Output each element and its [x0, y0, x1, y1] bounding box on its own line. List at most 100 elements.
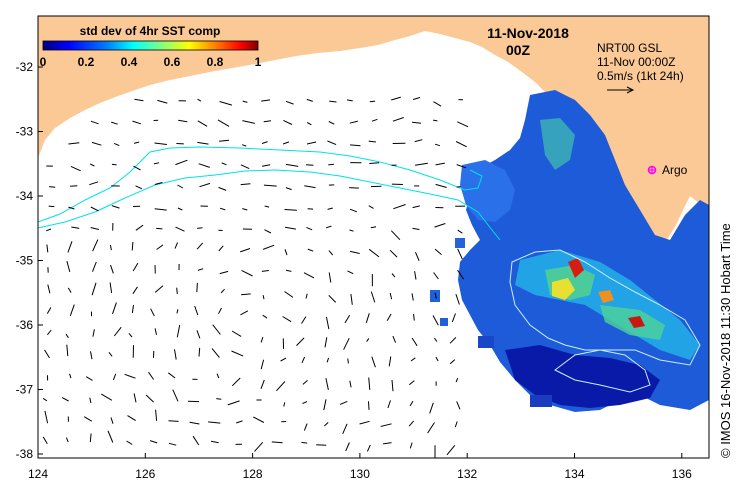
current-vector [219, 139, 230, 142]
current-vector [90, 227, 100, 230]
current-vector [192, 435, 200, 446]
current-vector [263, 120, 272, 123]
current-vector [48, 205, 55, 208]
current-vector [176, 324, 181, 338]
current-vector [218, 186, 227, 191]
current-vector [284, 291, 294, 298]
current-vector [432, 315, 439, 326]
current-vector [301, 441, 308, 444]
y-tick-label: -35 [16, 254, 34, 268]
current-vector [390, 230, 401, 241]
legend-line-2: 11-Nov 00:00Z [597, 55, 676, 69]
current-vector [198, 347, 201, 357]
current-vector [194, 305, 199, 316]
current-vector [368, 248, 380, 258]
current-vector [391, 273, 396, 278]
x-tick-label: 124 [28, 467, 48, 481]
legend-line-3: 0.5m/s (1kt 24h) [597, 69, 684, 83]
current-vector [71, 226, 80, 229]
current-vector [132, 120, 141, 125]
current-vector [296, 337, 305, 346]
current-vector [389, 292, 393, 300]
current-vector [240, 310, 249, 316]
current-vector [368, 205, 374, 209]
current-vector [47, 284, 51, 294]
current-vector [345, 442, 350, 452]
current-vector [349, 380, 352, 388]
current-vector [154, 285, 164, 293]
current-vector [42, 397, 48, 402]
current-vector [368, 401, 370, 410]
current-vector [90, 206, 99, 212]
current-vector [408, 420, 415, 427]
current-vector [359, 420, 370, 425]
current-vector [189, 421, 200, 425]
current-vector [349, 208, 357, 213]
current-vector [218, 245, 224, 252]
current-vector [262, 244, 275, 250]
current-vector [211, 348, 220, 358]
current-vector [434, 292, 437, 299]
current-vector [133, 141, 140, 144]
x-tick-label: 126 [135, 467, 155, 481]
current-vector [349, 229, 354, 232]
current-vector [283, 119, 293, 125]
contour-north [38, 146, 483, 223]
sst-fragment [430, 290, 440, 302]
current-vector [347, 270, 354, 275]
current-vector [326, 357, 330, 363]
sst-fragment [440, 318, 448, 326]
current-vector [285, 163, 299, 167]
current-vector [343, 337, 350, 350]
y-tick-label: -33 [16, 125, 34, 139]
current-vector [108, 351, 113, 357]
current-vector [434, 248, 442, 255]
current-vector [216, 373, 220, 379]
current-vector [342, 423, 348, 435]
current-vector [412, 205, 420, 209]
current-vector [415, 162, 428, 166]
current-vector [219, 207, 226, 211]
current-vector [175, 159, 188, 166]
current-vector [433, 119, 438, 122]
current-vector [282, 316, 292, 323]
current-vector [89, 397, 92, 404]
current-vector [328, 250, 334, 256]
current-vector [350, 294, 353, 305]
current-vector [347, 358, 349, 364]
current-vector [339, 400, 348, 405]
current-vector [457, 269, 465, 280]
sst-field-green-north [540, 118, 575, 170]
current-vector [349, 120, 358, 124]
current-vector [388, 356, 392, 367]
colorbar-tick-label: 0.4 [121, 55, 138, 69]
colorbar-tick-label: 0 [40, 55, 47, 69]
current-vector [42, 436, 48, 445]
current-vector [107, 430, 114, 443]
current-vector [371, 118, 378, 122]
current-vector [67, 241, 73, 253]
current-vector [128, 332, 133, 338]
current-vector [303, 423, 308, 431]
x-tick-label: 134 [564, 467, 584, 481]
current-vector [307, 248, 314, 252]
current-vector [219, 270, 229, 275]
current-vector [302, 401, 308, 404]
colorbar-gradient [42, 40, 259, 51]
contour-south-loop [554, 349, 651, 393]
current-vector [408, 380, 415, 386]
current-vector [221, 162, 227, 166]
current-vector [262, 314, 268, 319]
current-vector [284, 209, 297, 211]
current-vector [285, 226, 296, 230]
current-vector [427, 422, 435, 434]
y-tick-label: -32 [16, 60, 34, 74]
current-vector [456, 164, 467, 169]
current-vector [411, 337, 418, 347]
current-vector [47, 329, 52, 336]
current-vector [49, 186, 56, 188]
current-vector [176, 309, 179, 314]
current-vector [109, 282, 113, 293]
argo-marker [647, 165, 657, 175]
